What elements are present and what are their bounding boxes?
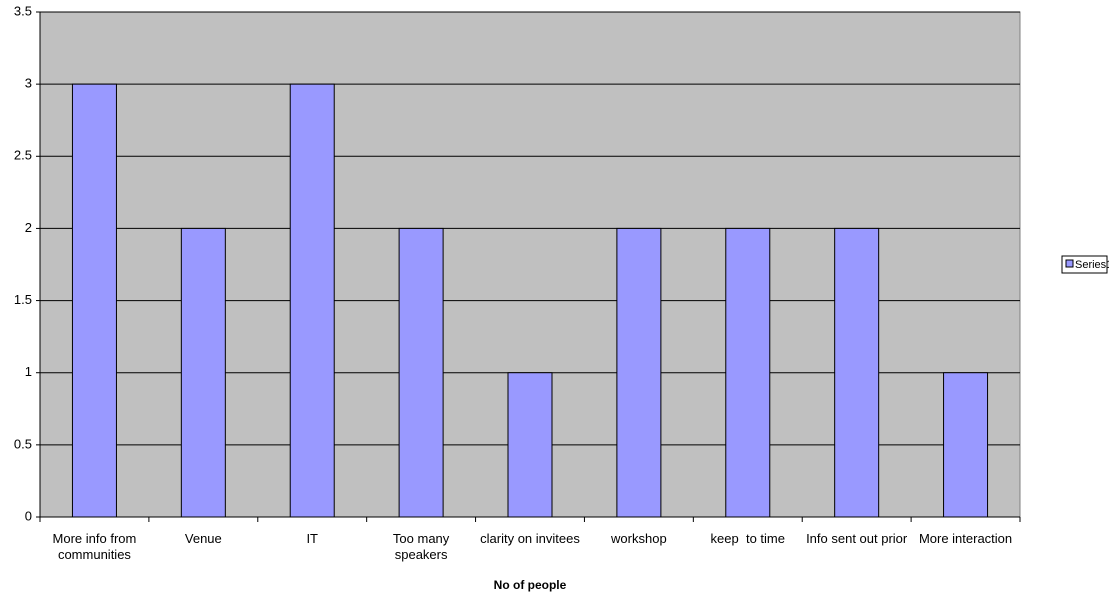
x-tick-label: Venue xyxy=(184,531,222,546)
y-tick-label: 0.5 xyxy=(14,436,32,451)
legend-swatch xyxy=(1065,259,1074,268)
y-tick-label: 3.5 xyxy=(14,3,32,18)
y-tick-label: 2 xyxy=(25,220,32,235)
legend-label: Series1 xyxy=(1075,259,1109,271)
y-tick-label: 2.5 xyxy=(14,148,32,163)
x-tick-label: More info from communities xyxy=(52,531,140,562)
x-tick-label: More interaction xyxy=(918,531,1013,546)
bar xyxy=(71,83,117,518)
x-tick-label: workshop xyxy=(611,531,667,546)
y-tick-label: 0 xyxy=(25,508,32,523)
x-axis-title: No of people xyxy=(493,578,567,592)
bar xyxy=(398,227,444,518)
x-tick-label: Info sent out prior xyxy=(806,531,908,546)
x-tick-label: IT xyxy=(306,531,318,546)
bar xyxy=(943,372,989,518)
y-tick-label: 3 xyxy=(25,76,32,91)
x-tick-label: clarity on invitees xyxy=(480,531,580,546)
bar xyxy=(180,227,226,518)
x-tick-label: keep to time xyxy=(710,531,785,546)
bar xyxy=(725,227,771,518)
bar xyxy=(834,227,880,518)
bar xyxy=(616,227,662,518)
x-tick-label: Too many speakers xyxy=(392,531,453,562)
bar xyxy=(289,83,335,518)
bar xyxy=(507,372,553,518)
y-tick-label: 1.5 xyxy=(14,292,32,307)
y-tick-label: 1 xyxy=(25,364,32,379)
